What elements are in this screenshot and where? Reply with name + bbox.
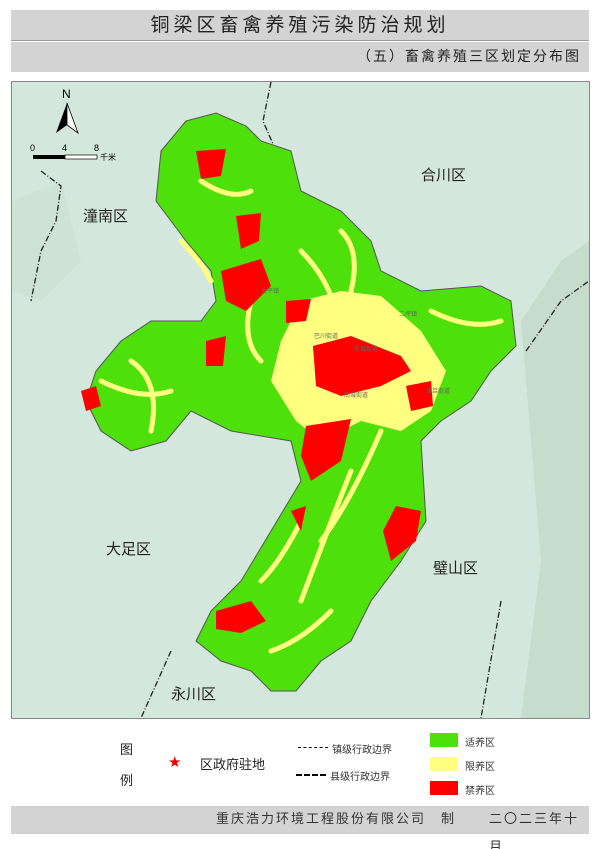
neighbor-label: 合川区 xyxy=(421,166,466,184)
legend-seat-label: 区政府驻地 xyxy=(200,758,266,773)
town-label: 太平镇 xyxy=(261,287,279,295)
made-label: 制 xyxy=(441,812,457,827)
maker: 重庆浩力环境工程股份有限公司 xyxy=(216,812,427,827)
town-label: 南城街道 xyxy=(344,391,368,399)
restricted-river-corridors xyxy=(98,178,504,654)
legend-title: 例 xyxy=(120,774,134,789)
date: 二〇二三年十月 xyxy=(489,812,580,849)
scale-tick: 4 xyxy=(62,143,67,153)
legend-town-boundary: 镇级行政边界 xyxy=(332,745,392,756)
restricted-swatch xyxy=(430,757,458,771)
town-label: 东城街道 xyxy=(354,345,378,353)
neighbor-label: 潼南区 xyxy=(83,207,128,225)
county-boundary xyxy=(30,82,589,718)
legend-zone-label: 适养区 xyxy=(465,738,495,749)
legend-title: 图 xyxy=(120,743,134,758)
town-label: 蒲吕街道 xyxy=(426,387,450,395)
hillshade-ridge xyxy=(521,241,589,718)
scale-bar: 0 4 8 千米 xyxy=(30,143,116,162)
north-arrow: N xyxy=(56,87,79,135)
town-boundary-symbol xyxy=(298,747,328,748)
north-label: N xyxy=(62,87,71,101)
legend-zone-label: 禁养区 xyxy=(465,786,495,797)
map-canvas: 潼南区 合川区 大足区 璧山区 永川区 巴川街道 东城街道 南城街道 蒲吕街道 … xyxy=(12,82,589,718)
neighbor-label: 永川区 xyxy=(171,685,216,703)
neighbor-label: 璧山区 xyxy=(433,559,478,577)
page-subtitle: （五）畜禽养殖三区划定分布图 xyxy=(11,42,589,72)
subtitle-text: （五）畜禽养殖三区划定分布图 xyxy=(357,49,581,65)
neighbor-label: 大足区 xyxy=(106,540,151,558)
map-frame: 潼南区 合川区 大足区 璧山区 永川区 巴川街道 东城街道 南城街道 蒲吕街道 … xyxy=(11,81,590,719)
scale-tick: 8 xyxy=(94,143,99,153)
footer: 重庆浩力环境工程股份有限公司 制 二〇二三年十月 xyxy=(11,806,589,849)
scale-unit: 千米 xyxy=(100,152,116,162)
page-title: 铜梁区畜禽养殖污染防治规划 xyxy=(11,10,589,41)
scale-tick: 0 xyxy=(30,143,35,153)
town-label: 二坪镇 xyxy=(399,310,417,318)
legend: 图 例 ★ 区政府驻地 镇级行政边界 县级行政边界 适养区 限养区 禁养区 xyxy=(0,725,601,800)
prohibited-swatch xyxy=(430,781,458,795)
legend-zone-label: 限养区 xyxy=(465,762,495,773)
suitable-swatch xyxy=(430,733,458,747)
county-boundary-symbol xyxy=(296,774,326,776)
star-icon: ★ xyxy=(168,753,182,771)
town-label: 巴川街道 xyxy=(314,332,338,340)
legend-county-boundary: 县级行政边界 xyxy=(330,772,390,783)
prohibited-zones xyxy=(81,149,433,633)
